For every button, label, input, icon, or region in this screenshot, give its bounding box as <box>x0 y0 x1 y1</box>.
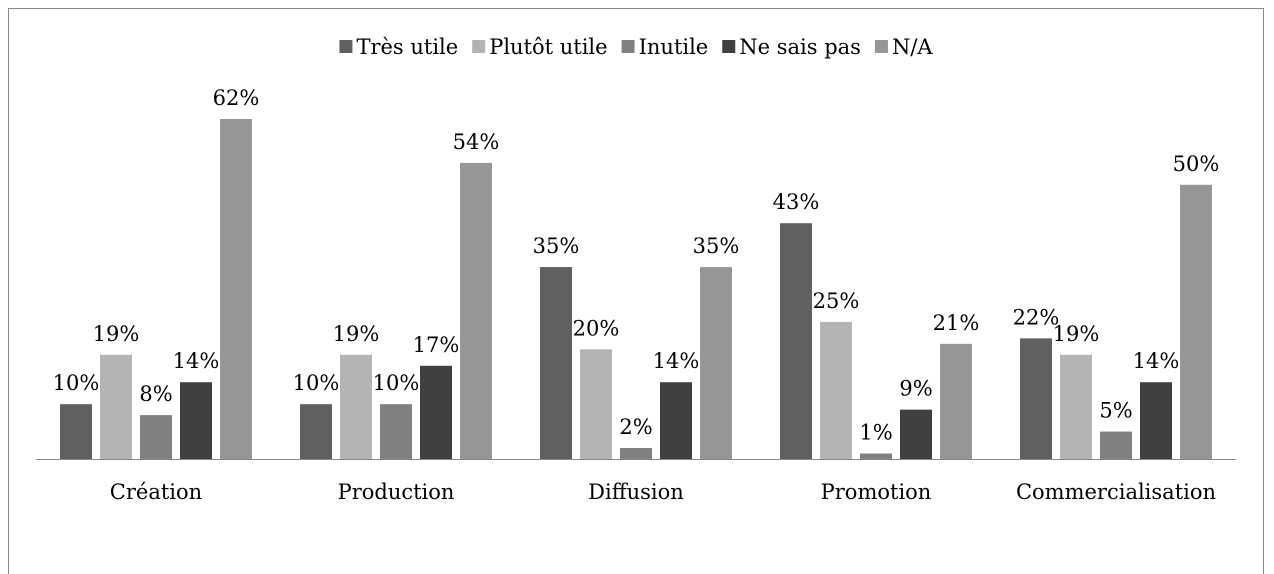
bar <box>860 453 892 459</box>
legend-label: N/A <box>892 35 933 59</box>
data-label: 25% <box>813 289 860 313</box>
legend-swatch <box>621 40 635 53</box>
bar <box>140 415 172 459</box>
bar <box>1180 184 1212 459</box>
bar <box>60 404 92 459</box>
bar <box>700 267 732 459</box>
data-label: 10% <box>293 371 340 395</box>
data-label: 62% <box>213 86 260 110</box>
data-label: 22% <box>1013 305 1060 329</box>
data-label: 1% <box>859 421 892 445</box>
bar <box>300 404 332 459</box>
data-label: 50% <box>1173 152 1220 176</box>
bar <box>180 382 212 459</box>
bar <box>1020 338 1052 459</box>
data-label: 10% <box>53 371 100 395</box>
bar <box>220 119 252 459</box>
legend-label: Plutôt utile <box>489 35 607 59</box>
x-tick-label: Production <box>338 480 455 504</box>
bar <box>1100 431 1132 459</box>
chart-frame <box>8 8 1264 574</box>
data-label: 17% <box>413 333 460 357</box>
legend-label: Ne sais pas <box>739 35 861 59</box>
bar <box>420 365 452 459</box>
bar <box>1060 354 1092 459</box>
bar <box>620 448 652 459</box>
data-label: 54% <box>453 130 500 154</box>
data-label: 35% <box>533 234 580 258</box>
bar <box>900 409 932 459</box>
data-label: 35% <box>693 234 740 258</box>
legend-label: Inutile <box>639 35 709 59</box>
bar <box>380 404 412 459</box>
data-label: 19% <box>1053 322 1100 346</box>
data-label: 9% <box>899 377 932 401</box>
bar <box>540 267 572 459</box>
data-label: 14% <box>653 349 700 373</box>
legend-swatch <box>874 40 888 53</box>
x-tick-label: Création <box>110 480 202 504</box>
data-label: 19% <box>93 322 140 346</box>
data-label: 2% <box>619 415 652 439</box>
bar <box>1140 382 1172 459</box>
data-label: 14% <box>173 349 220 373</box>
x-tick-label: Diffusion <box>588 480 684 504</box>
bar <box>940 343 972 459</box>
bar <box>820 321 852 459</box>
legend-swatch <box>722 40 736 53</box>
legend-swatch <box>339 40 353 53</box>
bar <box>780 223 812 459</box>
legend-label: Très utile <box>356 35 458 59</box>
x-tick-label: Promotion <box>821 480 932 504</box>
data-label: 8% <box>139 382 172 406</box>
data-label: 19% <box>333 322 380 346</box>
legend-swatch <box>472 40 486 53</box>
bar <box>340 354 372 459</box>
bar <box>460 162 492 459</box>
bar <box>660 382 692 459</box>
bar <box>100 354 132 459</box>
data-label: 21% <box>933 311 980 335</box>
data-label: 43% <box>773 190 820 214</box>
x-tick-label: Commercialisation <box>1016 480 1216 504</box>
bar <box>580 349 612 459</box>
data-label: 20% <box>573 316 620 340</box>
data-label: 5% <box>1099 399 1132 423</box>
data-label: 10% <box>373 371 420 395</box>
data-label: 14% <box>1133 349 1180 373</box>
